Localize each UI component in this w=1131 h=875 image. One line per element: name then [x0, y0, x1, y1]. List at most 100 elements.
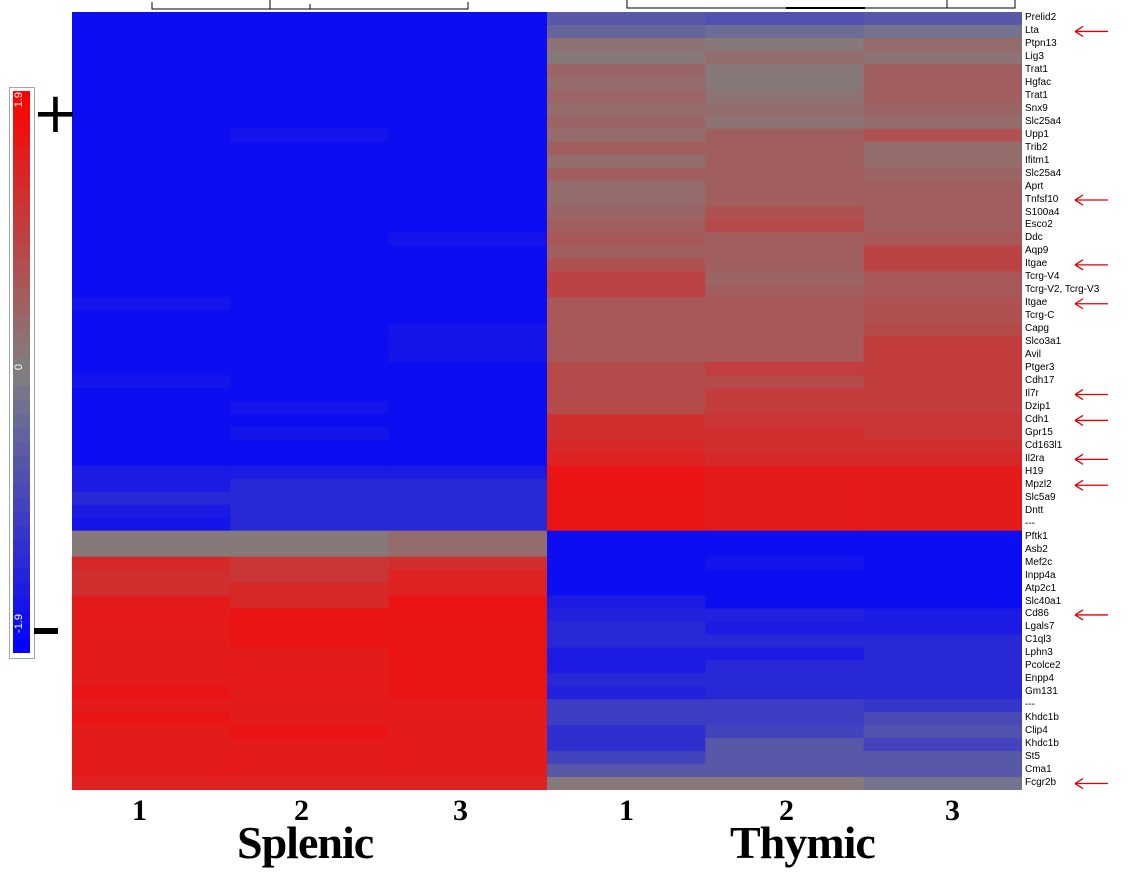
heatmap-cell: [388, 245, 548, 259]
heatmap-cell: [547, 232, 706, 246]
heatmap-cell: [705, 673, 865, 687]
heatmap-cell: [863, 401, 1022, 415]
highlight-arrow: [1074, 609, 1108, 621]
highlight-arrow: [1074, 414, 1108, 427]
heatmap-cell: [388, 206, 548, 221]
gene-label: Slco3a1: [1025, 336, 1062, 348]
gene-label: Clip4: [1025, 725, 1048, 737]
color-scale-band: [13, 259, 30, 275]
gene-label: Cd86: [1025, 608, 1049, 620]
heatmap-cell: [230, 219, 390, 234]
heatmap-cell: [230, 582, 390, 597]
color-scale-max-label: 1.9: [13, 92, 25, 108]
color-scale-band: [13, 343, 30, 359]
heatmap-cell: [547, 12, 706, 26]
heatmap-cell: [705, 245, 865, 259]
heatmap-cell: [388, 63, 548, 78]
heatmap-cell: [547, 777, 706, 790]
heatmap-cell: [72, 660, 231, 674]
heatmap-cell: [705, 388, 865, 402]
heatmap-cell: [388, 310, 548, 324]
gene-label: Khdc1b: [1025, 712, 1059, 724]
heatmap-cell: [705, 712, 865, 726]
heatmap-cell: [705, 37, 865, 52]
heatmap-cell: [863, 543, 1022, 558]
heatmap-cell: [863, 271, 1022, 285]
heatmap-cell: [72, 388, 231, 402]
heatmap-cell: [863, 193, 1022, 208]
gene-label: Il2ra: [1025, 452, 1045, 464]
heatmap-cell: [863, 738, 1022, 752]
heatmap-cell: [388, 336, 548, 350]
heatmap-cell: [72, 63, 231, 78]
heatmap-cell: [72, 517, 231, 532]
heatmap-cell: [705, 686, 865, 700]
heatmap-cell: [863, 180, 1022, 195]
color-scale-band: [13, 357, 30, 373]
gene-label: Tnfsf10: [1025, 193, 1059, 205]
gene-label-list: Prelid2 Lta Ptpn13 Lig3 Trat1 Hgfac Trat1 Snx9 S…: [1025, 12, 1131, 790]
gene-label: Slc40a1: [1025, 595, 1062, 607]
heatmap-cell: [230, 12, 390, 26]
color-scale-min-label: -1.9: [13, 614, 25, 633]
heatmap-cell: [388, 712, 548, 726]
heatmap-cell: [705, 141, 865, 156]
heatmap-cell: [705, 777, 865, 790]
heatmap-cell: [72, 725, 231, 739]
heatmap-cell: [388, 24, 548, 39]
heatmap-cell: [388, 569, 548, 584]
heatmap-cell: [388, 349, 548, 363]
heatmap-cell: [388, 388, 548, 402]
heatmap-cell: [230, 621, 390, 635]
heatmap-cell: [230, 206, 390, 221]
heatmap-cell: [388, 167, 548, 182]
color-scale-band: [13, 624, 30, 640]
heatmap-cell: [863, 569, 1022, 584]
heatmap-cell: [705, 310, 865, 324]
color-scale-band: [13, 470, 30, 485]
heatmap-cell: [388, 595, 548, 610]
heatmap-cell: [547, 76, 706, 91]
heatmap-cell: [230, 478, 390, 493]
gene-label: Lgals7: [1025, 621, 1055, 633]
color-scale-band: [13, 568, 30, 584]
heatmap-cell: [72, 634, 231, 648]
heatmap-cell: [705, 206, 865, 221]
heatmap-cell: [72, 764, 231, 778]
color-scale-band: [13, 498, 30, 513]
heatmap-cell: [388, 297, 548, 311]
heatmap-cell: [863, 102, 1022, 117]
column-label-thymic-3: 3: [945, 794, 960, 827]
heatmap-cell: [230, 323, 390, 337]
heatmap-cell: [72, 310, 231, 324]
heatmap-cell: [547, 219, 706, 234]
heatmap-cell: [863, 582, 1022, 597]
heatmap-cell: [547, 193, 706, 208]
heatmap-cell: [547, 167, 706, 182]
gene-label: Ptger3: [1025, 362, 1055, 374]
heatmap-cell: [863, 634, 1022, 648]
heatmap-cell: [547, 310, 706, 324]
heatmap-cell: [72, 686, 231, 700]
heatmap-cell: [72, 115, 231, 130]
color-scale-band: [13, 540, 30, 556]
heatmap-cell: [230, 738, 390, 752]
gene-label: Trib2: [1025, 141, 1048, 153]
heatmap-cell: [547, 89, 706, 104]
heatmap-cell: [547, 517, 706, 532]
heatmap-cell: [547, 362, 706, 376]
heatmap-cell: [547, 543, 706, 558]
heatmap-cell: [230, 426, 390, 441]
heatmap-cell: [72, 258, 231, 272]
heatmap-cell: [863, 452, 1022, 467]
heatmap-cell: [230, 686, 390, 700]
gene-label: Pftk1: [1025, 530, 1048, 542]
gene-label: Atp2c1: [1025, 582, 1057, 594]
heatmap-cell: [230, 699, 390, 713]
heatmap-cell: [72, 751, 231, 765]
heatmap-cell: [230, 258, 390, 272]
group-label-thymic: Thymic: [730, 817, 876, 868]
heatmap-cell: [230, 465, 390, 480]
heatmap-cell: [230, 634, 390, 648]
heatmap-cell: [72, 569, 231, 584]
